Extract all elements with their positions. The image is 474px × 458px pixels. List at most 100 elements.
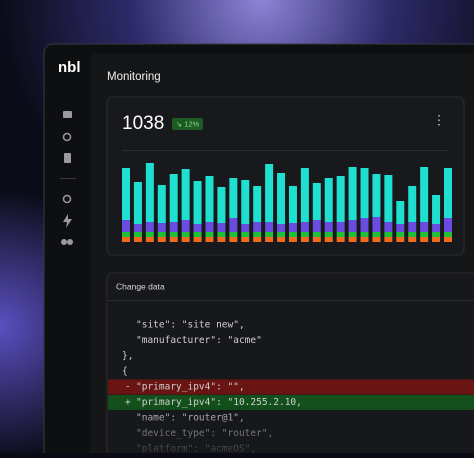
menu-button[interactable]: ⋮ <box>433 112 446 127</box>
bar-segment <box>396 224 405 232</box>
bar-segment <box>300 237 309 242</box>
bar-segment <box>205 237 214 242</box>
bar-segment <box>360 232 369 237</box>
bar-segment <box>133 237 142 242</box>
badge <box>172 118 203 130</box>
bar-segment <box>444 168 452 218</box>
bar-segment <box>324 178 333 222</box>
bar-segment <box>265 164 274 222</box>
bar-segment <box>420 222 429 232</box>
bar-segment <box>432 224 441 232</box>
bar-segment <box>193 181 202 224</box>
bar-chart <box>122 163 452 242</box>
bar-segment <box>122 232 130 237</box>
sidebar-icons <box>60 111 76 245</box>
bar-segment <box>229 218 238 232</box>
bar-segment <box>133 224 142 232</box>
bar-segment <box>396 201 405 224</box>
bar-segment <box>229 232 238 237</box>
bar-segment <box>169 232 178 237</box>
divider <box>60 178 76 179</box>
bar-segment <box>277 224 286 232</box>
bar-segment <box>253 232 262 237</box>
bar-segment <box>133 232 142 237</box>
bar-segment <box>384 232 393 237</box>
badge-text: ↘ 12% <box>176 119 200 128</box>
bar-segment <box>432 237 441 242</box>
bar-segment <box>372 237 381 242</box>
bar-segment <box>122 220 130 232</box>
bar-segment <box>169 222 178 232</box>
bar-segment <box>348 220 357 232</box>
bar-segment <box>133 182 142 224</box>
bar-segment <box>432 195 441 224</box>
bar-segment <box>217 223 226 232</box>
bar-segment <box>312 220 321 232</box>
bar-segment <box>336 232 345 237</box>
bar-segment <box>265 232 274 237</box>
bar-segment <box>288 223 297 232</box>
bar-segment <box>229 237 238 242</box>
bar-segment <box>384 222 393 232</box>
icon[interactable] <box>63 214 72 228</box>
bar-segment <box>408 232 417 237</box>
change-title: Change data <box>116 281 165 291</box>
bar-segment <box>253 222 262 232</box>
bar-segment <box>372 217 381 232</box>
icon[interactable] <box>63 111 72 118</box>
bar-segment <box>169 237 178 242</box>
bar-segment <box>408 186 417 222</box>
bar-segment <box>420 167 429 222</box>
code-line: }, <box>122 351 133 362</box>
page-title: Monitoring <box>107 71 161 83</box>
bar-segment <box>157 232 166 237</box>
bar-segment <box>253 186 262 222</box>
bar-segment <box>253 237 262 242</box>
divider <box>108 300 474 301</box>
bar-segment <box>288 186 297 223</box>
icon[interactable] <box>61 239 67 245</box>
code-line: "site": "site new", <box>136 320 245 331</box>
bar-segment <box>384 175 393 222</box>
bar-segment <box>312 183 321 220</box>
bar-segment <box>396 237 405 242</box>
bar-segment <box>324 222 333 232</box>
icon[interactable] <box>62 194 72 204</box>
code-line: "manufacturer": "acme" <box>136 335 262 346</box>
divider <box>122 150 449 151</box>
bar-segment <box>384 237 393 242</box>
bar-segment <box>145 222 154 232</box>
bar-segment <box>205 232 214 237</box>
bar-segment <box>372 174 381 217</box>
icon[interactable] <box>64 153 71 163</box>
bar-segment <box>312 232 321 237</box>
bar-segment <box>265 237 274 242</box>
bar-segment <box>372 232 381 237</box>
bar-segment <box>241 237 250 242</box>
bar-segment <box>444 218 452 232</box>
metric-value: 1038 <box>122 113 164 134</box>
bar-segment <box>157 237 166 242</box>
bar-segment <box>277 237 286 242</box>
bar-segment <box>444 237 452 242</box>
bar-segment <box>444 232 452 237</box>
bar-segment <box>181 232 190 237</box>
bar-segment <box>145 237 154 242</box>
bar-segment <box>348 237 357 242</box>
bar-segment <box>360 168 369 218</box>
bar-segment <box>193 232 202 237</box>
bar-segment <box>145 163 154 222</box>
bar-segment <box>396 232 405 237</box>
icon[interactable] <box>62 132 72 142</box>
bar-segment <box>241 232 250 237</box>
bar-segment <box>241 180 250 224</box>
bar-segment <box>169 174 178 222</box>
bar-segment <box>205 222 214 232</box>
bar-segment <box>432 232 441 237</box>
bar-segment <box>193 224 202 232</box>
diff-marker: - <box>125 382 131 393</box>
code-line: "primary_ipv4": "", <box>136 382 245 393</box>
bar-segment <box>229 178 238 218</box>
icon[interactable] <box>67 239 73 245</box>
